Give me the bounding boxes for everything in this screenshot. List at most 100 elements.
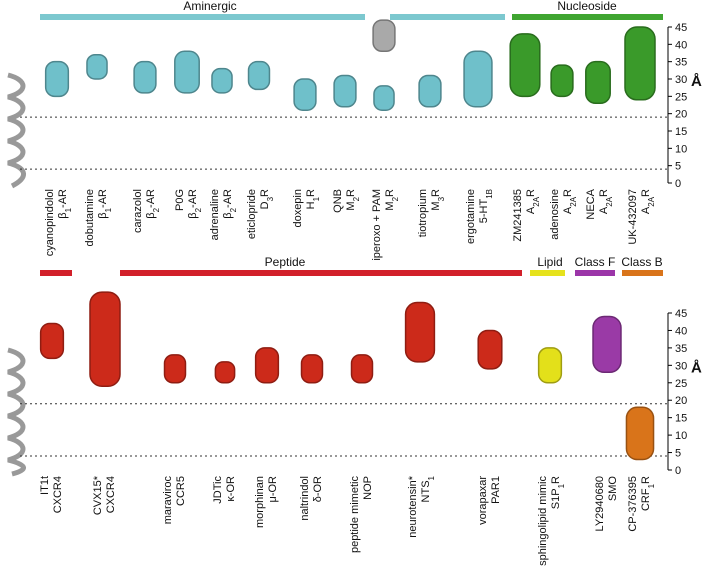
receptor-label: SMO [607,476,619,502]
group-bar [622,270,663,276]
receptor-label: CXCR4 [52,476,64,513]
ligand-blob [625,406,655,461]
ligand-name: naltrindol [299,476,311,521]
receptor-label: NOP [362,476,374,500]
receptor-label: PAR1 [490,476,502,504]
receptor-tail: -AR [187,189,199,208]
group-bar [40,14,365,20]
group-bar [390,14,505,20]
receptor-label: μ-OR [267,476,279,503]
ligand-blob [214,361,236,384]
ligand-name: neurotensin* [407,475,419,537]
tick-label: 5 [675,161,681,173]
receptor-main: PAR1 [490,476,502,504]
receptor-label: δ-OR [312,476,324,502]
ligand-blob [372,19,396,53]
receptor-label: H1R [305,189,321,209]
receptor-sub: 2 [194,207,203,212]
ligand-name: NECA [585,188,597,219]
receptor-label: M3R [430,189,446,211]
ligand-name: dobutamine [84,189,96,247]
tick-label: 45 [675,22,687,34]
receptor-sub: 2 [391,196,400,201]
tick-label: 20 [675,395,687,407]
receptor-main: CCR5 [175,476,187,506]
receptor-label: M2R [345,189,361,211]
tick-label: 15 [675,126,687,138]
receptor-main: A [562,206,574,214]
receptor-tail: -AR [145,189,157,208]
group-bar [512,14,663,20]
group-bar [575,270,615,276]
receptor-tail: R [384,189,396,197]
ligand-name: IT1t [39,476,51,495]
receptor-label: CCR5 [175,476,187,506]
ligand-blob [39,322,65,360]
receptor-tail: R [430,189,442,197]
receptor-label: 5-HT1B [478,189,494,223]
receptor-sub: 2 [352,196,361,201]
receptor-label: κ-OR [225,476,237,502]
ligand-name: CP-376395 [627,476,639,532]
tick-label: 35 [675,343,687,355]
group-bar [120,270,522,276]
ligand-name: LY2940680 [594,476,606,531]
ligand-name: morphinan [254,476,266,528]
ligand-name: ergotamine [465,189,477,244]
receptor-tail: R [640,189,652,197]
receptor-label: A2AR [562,189,578,214]
group-label: Class B [621,255,662,269]
ligand-name: adrenaline [209,189,221,240]
tick-label: 30 [675,74,687,86]
receptor-sub: 1B [485,189,494,199]
tick-label: 25 [675,378,687,390]
ligand-name: P0G [174,189,186,211]
ligand-name: UK-432097 [627,189,639,245]
ligand-blob [373,85,395,111]
ligand-blob [163,354,187,384]
receptor-main: CXCR4 [52,476,64,513]
tick-label: 10 [675,430,687,442]
receptor-sub: 1 [64,207,73,212]
receptor-main: NOP [362,476,374,500]
receptor-sub: 1 [104,207,113,212]
ligand-blob [44,60,70,98]
receptor-tail: -AR [97,189,109,208]
receptor-tail: R [259,189,271,197]
receptor-label: A2AR [525,189,541,214]
ligand-name: CVX15* [92,475,104,515]
ligand-blob [585,60,611,105]
receptor-tail: R [345,189,357,197]
receptor-main: β [222,212,234,218]
receptor-main: SMO [607,476,619,502]
receptor-main: κ-OR [225,476,237,502]
ligand-blob [477,329,503,370]
tick-label: 30 [675,360,687,372]
receptor-sub: 2A [605,196,614,206]
ligand-blob [211,67,233,94]
ligand-name: QNB [332,189,344,213]
receptor-main: M [430,201,442,210]
receptor-main: A [525,206,537,214]
ligand-name: maraviroc [162,476,174,525]
receptor-label: CXCR4 [105,476,117,513]
receptor-label: S1P1R [550,476,566,509]
ligand-name: ZM241385 [512,189,524,242]
ligand-name: vorapaxar [477,476,489,525]
receptor-main: M [345,201,357,210]
receptor-main: 5-HT [478,199,490,224]
receptor-main: NTS [420,480,432,502]
receptor-main: A [640,206,652,214]
receptor-tail: R [640,476,652,484]
ligand-name: adenosine [549,189,561,240]
tick-label: 5 [675,448,681,460]
receptor-label: D3R [259,189,275,209]
ligand-blob [86,53,108,80]
receptor-sub: 1 [647,483,656,488]
ligand-blob [350,354,374,384]
ligand-name: peptide mimetic [349,476,361,554]
receptor-main: β [57,212,69,218]
ligand-blob [300,354,324,384]
group-bar [40,270,72,276]
group-label: Aminergic [183,0,236,13]
